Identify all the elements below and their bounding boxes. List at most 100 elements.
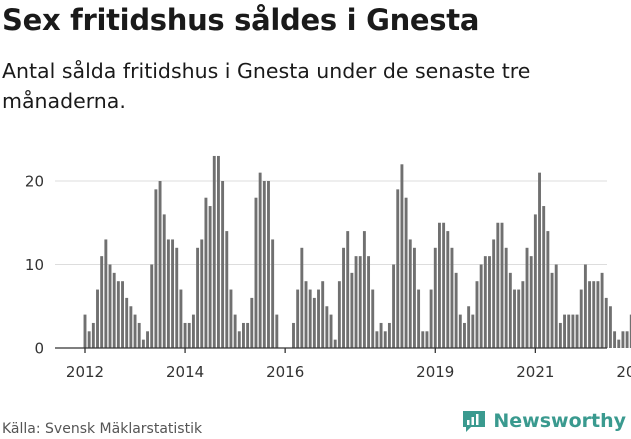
bar [433, 247, 437, 348]
bar [583, 264, 587, 348]
bar [546, 231, 550, 348]
bar [116, 281, 120, 348]
bar [404, 197, 408, 348]
bar [212, 155, 216, 348]
bar [467, 306, 471, 348]
bar [554, 264, 558, 348]
bar [162, 214, 166, 348]
bar [442, 222, 446, 348]
bar [262, 181, 266, 348]
bar [533, 214, 537, 348]
bar [517, 289, 521, 348]
y-axis-ticks: 0 10 20 [25, 173, 44, 358]
bar [383, 331, 387, 348]
bar [621, 331, 625, 348]
bar [454, 272, 458, 348]
bar [508, 272, 512, 348]
bar [141, 339, 145, 348]
bar [604, 297, 608, 348]
bar [446, 231, 450, 348]
bar [275, 314, 279, 348]
bar [246, 322, 250, 348]
bar [538, 172, 541, 348]
bar [425, 331, 429, 348]
bar [204, 197, 208, 348]
bar [488, 256, 491, 348]
bar [575, 314, 579, 348]
bar [421, 331, 425, 348]
bar [337, 281, 341, 348]
bar [354, 256, 358, 348]
bar [579, 289, 583, 348]
bar [342, 247, 345, 348]
source-note: Källa: Svensk Mäklarstatistik [2, 421, 203, 437]
bar [371, 289, 375, 348]
y-tick-label: 20 [25, 173, 44, 191]
bar [158, 181, 162, 348]
bar [321, 281, 325, 348]
bar [146, 331, 149, 348]
bar [613, 331, 617, 348]
bar [187, 322, 191, 348]
bar [154, 189, 158, 348]
bar [392, 264, 396, 348]
bar [483, 256, 487, 348]
bar [258, 172, 262, 348]
bar [592, 281, 596, 348]
bar [125, 297, 129, 348]
bar [625, 331, 629, 348]
brand-logo[interactable]: Newsworthy [461, 409, 626, 433]
bar [438, 222, 441, 348]
x-tick-label: 2012 [66, 363, 104, 381]
bar [417, 289, 421, 348]
x-axis: 2012 2014 2016 2019 2021 2023 [55, 347, 631, 381]
bar [292, 322, 295, 348]
bar [367, 256, 371, 348]
bar [100, 256, 104, 348]
bar [496, 222, 500, 348]
bar [429, 289, 433, 348]
brand-name: Newsworthy [493, 410, 626, 432]
bar [408, 239, 412, 348]
bar [208, 206, 212, 348]
x-tick-label: 2023 [616, 363, 631, 381]
bar [600, 272, 604, 348]
bar [504, 247, 508, 348]
bar [567, 314, 571, 348]
bar [166, 239, 170, 348]
bar [571, 314, 575, 348]
bar [317, 289, 320, 348]
bar [96, 289, 99, 348]
bar [358, 256, 362, 348]
x-tick-label: 2019 [416, 363, 454, 381]
bar [525, 247, 529, 348]
bar [346, 231, 350, 348]
bar [492, 239, 496, 348]
bar [475, 281, 479, 348]
bar [221, 181, 225, 348]
bar [183, 322, 187, 348]
bar [129, 306, 133, 348]
bar [563, 314, 566, 348]
bar [558, 322, 562, 348]
bar [300, 247, 304, 348]
bar [521, 281, 525, 348]
bar [171, 239, 175, 348]
bar [329, 314, 333, 348]
bar [550, 272, 554, 348]
bar [83, 314, 87, 348]
bar [104, 239, 108, 348]
bars [83, 155, 631, 348]
bar [513, 289, 516, 348]
bar [400, 164, 404, 348]
bar [237, 331, 241, 348]
bar [375, 331, 379, 348]
bar [91, 322, 95, 348]
bar [121, 281, 124, 348]
bar [250, 297, 254, 348]
bar [350, 272, 354, 348]
chart-title: Sex fritidshus såldes i Gnesta [2, 3, 480, 37]
bar [225, 231, 229, 348]
y-tick-label: 10 [25, 256, 44, 274]
newsworthy-logo-icon [463, 411, 486, 432]
